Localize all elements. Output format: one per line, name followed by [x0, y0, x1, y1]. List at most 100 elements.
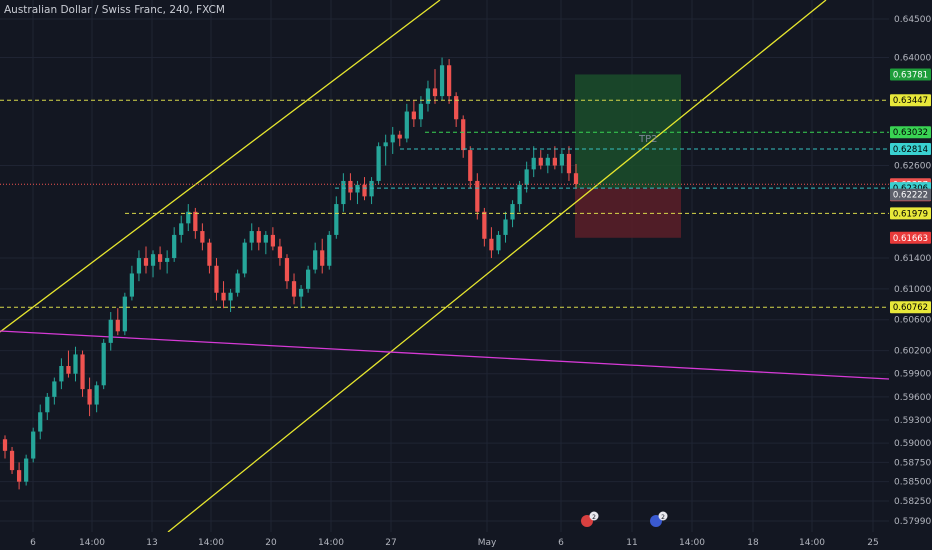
- price-tag-label: 0.61979: [893, 209, 928, 219]
- grid-lines: [0, 0, 889, 532]
- candle-body: [101, 342, 106, 386]
- y-tick-label: 0.59000: [894, 439, 931, 449]
- x-tick-label: 6: [558, 538, 564, 548]
- candle-body: [284, 258, 290, 282]
- x-tick-label: 18: [747, 538, 759, 548]
- candle-body: [566, 153, 572, 174]
- y-tick-label: 0.61000: [894, 285, 931, 295]
- candle-body: [242, 242, 247, 274]
- price-tag: 0.61979: [890, 207, 931, 220]
- price-tag: 0.61663: [890, 231, 931, 244]
- candle-body: [454, 96, 459, 120]
- candle-body: [200, 231, 205, 243]
- drawing-lines[interactable]: [0, 0, 890, 533]
- price-tag: 0.63447: [890, 94, 931, 107]
- price-tag-bg: [890, 301, 931, 314]
- candle-body: [545, 157, 550, 166]
- loss-zone: [575, 188, 681, 238]
- event-flag-icon[interactable]: 2: [650, 511, 668, 528]
- x-tick-label: May: [478, 538, 497, 548]
- price-tag-bg: [890, 94, 931, 107]
- candle-body: [425, 88, 431, 104]
- x-tick-label: 25: [867, 538, 878, 548]
- candle-body: [249, 231, 254, 243]
- price-tag-label: 0.60762: [893, 303, 928, 313]
- candle-body: [468, 150, 473, 181]
- candle-body: [2, 439, 8, 451]
- candle-body: [320, 250, 325, 266]
- candle-body: [24, 458, 29, 482]
- candle-body: [475, 180, 480, 212]
- x-tick-label: 11: [626, 538, 637, 548]
- candle-body: [73, 354, 78, 374]
- candle-body: [482, 211, 487, 239]
- candle-body: [446, 65, 452, 97]
- y-tick-label: 0.59600: [894, 393, 931, 403]
- candle-body: [172, 234, 177, 259]
- candle-body: [397, 134, 402, 139]
- candle-body: [376, 146, 381, 181]
- candle-body: [418, 103, 424, 120]
- candle-body: [510, 204, 515, 220]
- candle-body: [165, 258, 170, 262]
- candle-body: [552, 157, 557, 166]
- price-tag: 0.60762: [890, 301, 931, 314]
- candle-body: [306, 269, 311, 289]
- candle-body: [524, 169, 529, 185]
- candlestick-series: [2, 57, 579, 490]
- candle-body: [143, 258, 149, 266]
- candle-body: [115, 319, 120, 332]
- candle-body: [150, 254, 156, 266]
- x-tick-label: 14:00: [318, 538, 344, 548]
- candle-body: [341, 180, 346, 205]
- price-tag-bg: [890, 143, 931, 156]
- candle-body: [496, 234, 501, 251]
- candle-body: [432, 88, 438, 97]
- time-axis-labels: 6 14:00 13 14:00 20 14:00 27 May 6 11 14:00 18 14:00…: [30, 538, 879, 548]
- price-tag-label: 0.63032: [893, 128, 928, 138]
- candle-body: [52, 381, 57, 397]
- candle-body: [277, 246, 283, 259]
- y-tick-label: 0.62600: [894, 162, 931, 172]
- trend-line[interactable]: [0, 330, 890, 380]
- candle-body: [108, 319, 113, 343]
- y-tick-label: 0.59900: [894, 370, 931, 380]
- candle-body: [439, 65, 445, 97]
- candle-body: [45, 396, 50, 413]
- time-axis[interactable]: [0, 532, 889, 550]
- y-tick-label: 0.64000: [894, 54, 931, 64]
- candle-body: [313, 250, 318, 270]
- channel-upper-line[interactable]: [0, 0, 441, 333]
- price-tag-bg: [890, 207, 931, 220]
- candle-body: [383, 142, 388, 147]
- y-tick-label: 0.58250: [894, 497, 931, 507]
- x-tick-label: 14:00: [198, 538, 224, 548]
- price-tag-label: 0.61663: [893, 234, 928, 244]
- candle-body: [573, 173, 579, 185]
- candle-body: [538, 157, 543, 166]
- candle-body: [157, 254, 163, 262]
- event-icons[interactable]: 2 2: [581, 511, 668, 528]
- price-axis[interactable]: [889, 0, 932, 532]
- candle-body: [235, 273, 240, 293]
- svg-text:2: 2: [592, 514, 596, 521]
- candle-body: [291, 281, 297, 297]
- candle-body: [404, 111, 409, 139]
- x-tick-label: 14:00: [679, 538, 705, 548]
- candle-body: [390, 134, 395, 143]
- x-tick-label: 14:00: [79, 538, 105, 548]
- candle-body: [256, 231, 261, 243]
- candle-body: [228, 292, 233, 301]
- horizontal-levels[interactable]: [0, 99, 889, 308]
- y-tick-label: 0.58750: [894, 458, 931, 468]
- event-flag-icon[interactable]: 2: [581, 511, 599, 528]
- x-tick-label: 13: [146, 538, 157, 548]
- channel-lower-line[interactable]: [167, 0, 827, 533]
- candle-body: [16, 470, 22, 482]
- candle-body: [186, 211, 191, 224]
- candle-body: [489, 238, 494, 251]
- candle-body: [348, 180, 353, 193]
- candle-body: [298, 288, 304, 297]
